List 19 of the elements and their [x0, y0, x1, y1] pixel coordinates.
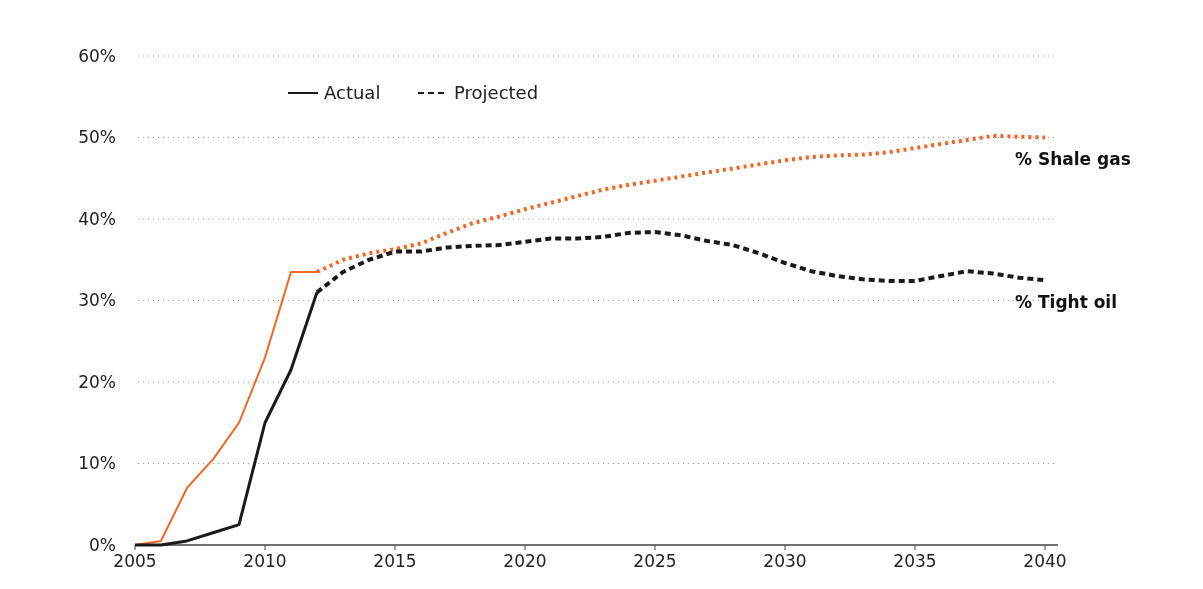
x-tick-label: 2005 — [113, 551, 157, 571]
y-tick-label: 30% — [78, 290, 116, 311]
y-tick-label: 60% — [78, 45, 116, 66]
y-tick-label: 10% — [78, 453, 116, 474]
y-tick-label: 50% — [78, 127, 116, 148]
x-tick-label: 2040 — [1023, 551, 1067, 571]
legend-label: Projected — [454, 82, 539, 104]
x-tick-label: 2025 — [633, 551, 677, 571]
x-tick-label: 2015 — [373, 551, 417, 571]
x-tick-label: 2010 — [243, 551, 287, 571]
x-tick-label: 2030 — [763, 551, 807, 571]
annotation: % Shale gas — [1015, 149, 1131, 170]
y-tick-label: 40% — [78, 208, 116, 229]
legend-label: Actual — [324, 82, 381, 104]
y-tick-label: 20% — [78, 371, 116, 392]
y-tick-label: 0% — [89, 534, 116, 555]
x-tick-label: 2020 — [503, 551, 547, 571]
x-tick-label: 2035 — [893, 551, 937, 571]
annotation: % Tight oil — [1015, 292, 1118, 313]
